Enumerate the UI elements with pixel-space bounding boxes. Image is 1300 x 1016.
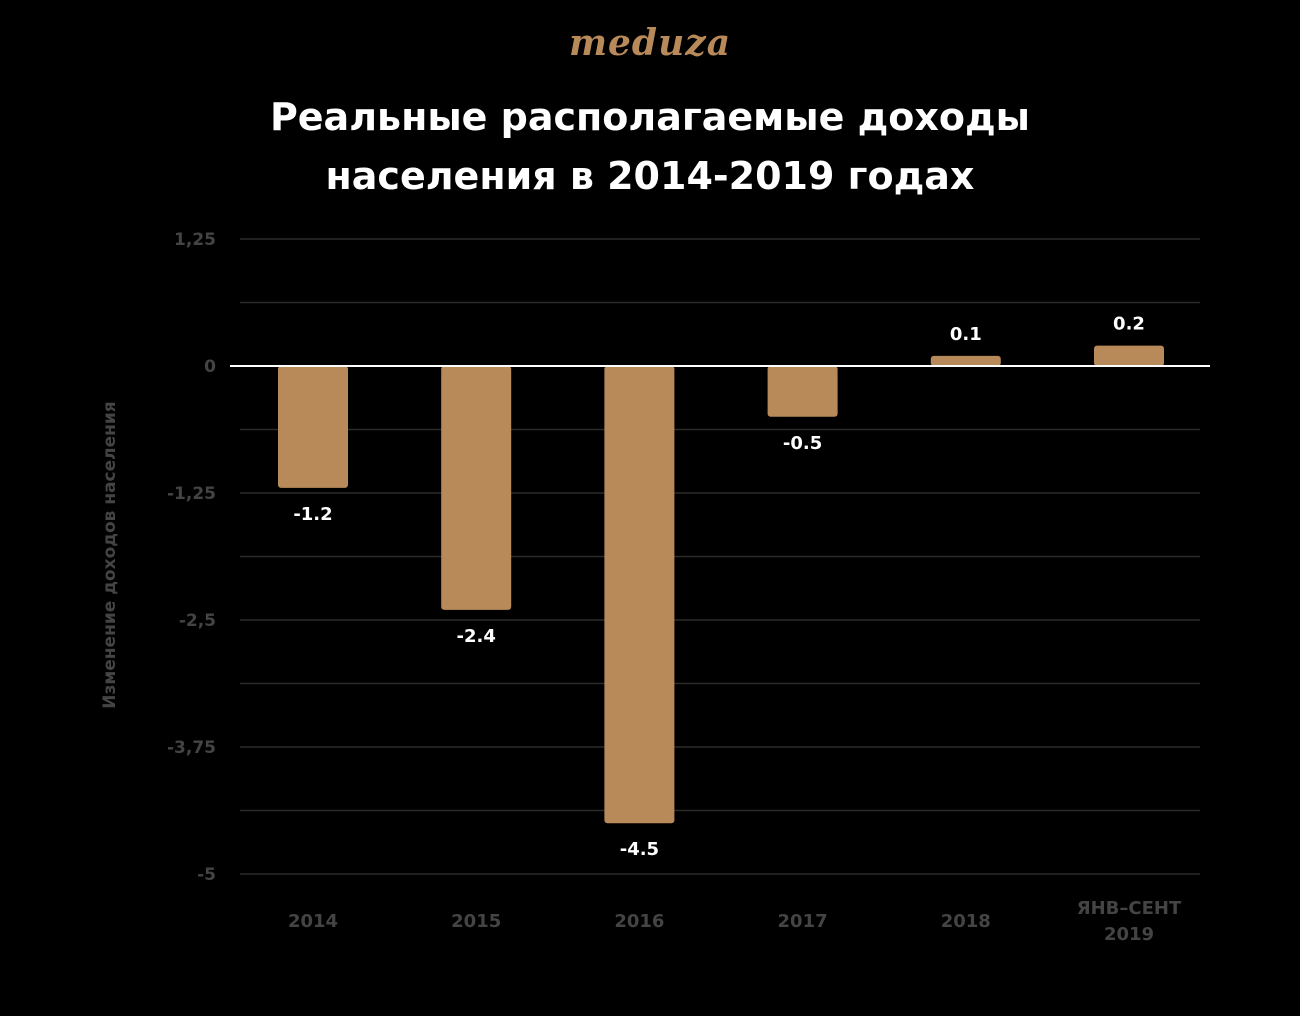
x-tick-label: ЯНВ–СЕНТ [1077, 898, 1182, 919]
chart-title-line-2: населения в 2014-2019 годах [325, 154, 975, 198]
x-tick-label: 2019 [1104, 924, 1154, 945]
value-label: -4.5 [620, 839, 659, 860]
y-axis-ticks: 1,25 0 -1,25 -2,5 -3,75 -5 [167, 230, 216, 885]
value-label: -2.4 [457, 626, 496, 647]
y-tick-label: 1,25 [174, 230, 216, 250]
gridlines [240, 238, 1200, 875]
chart-title-line-1: Реальные располагаемые доходы [269, 95, 1031, 139]
value-labels: -1.2 -2.4 -4.5 -0.5 0.1 0.2 [293, 314, 1145, 861]
bar-0 [278, 366, 348, 488]
x-tick-label: 2014 [288, 911, 338, 932]
bar-1 [441, 366, 512, 610]
x-tick-label: 2015 [451, 911, 501, 932]
value-label: 0.1 [950, 324, 982, 345]
x-axis-labels: 2014 2015 2016 2017 2018 ЯНВ–СЕНТ 2019 [288, 898, 1182, 945]
y-tick-label: -5 [197, 865, 216, 885]
bars [278, 345, 1164, 824]
y-tick-label: -1,25 [167, 484, 216, 504]
y-tick-label: -2,5 [179, 611, 216, 631]
x-tick-label: 2017 [778, 911, 828, 932]
bar-5 [1094, 345, 1164, 366]
chart-title: Реальные располагаемые доходы населения … [100, 88, 1200, 206]
value-label: -1.2 [293, 504, 332, 525]
bar-3 [767, 366, 838, 417]
x-tick-label: 2016 [614, 911, 664, 932]
y-tick-label: -3,75 [167, 738, 216, 758]
value-label: -0.5 [783, 433, 822, 454]
meduza-logo: meduza [568, 22, 732, 64]
x-tick-label: 2018 [941, 911, 991, 932]
value-label: 0.2 [1113, 314, 1145, 335]
bar-2 [604, 366, 675, 824]
y-tick-label: 0 [204, 357, 216, 377]
bar-4 [930, 355, 1001, 366]
